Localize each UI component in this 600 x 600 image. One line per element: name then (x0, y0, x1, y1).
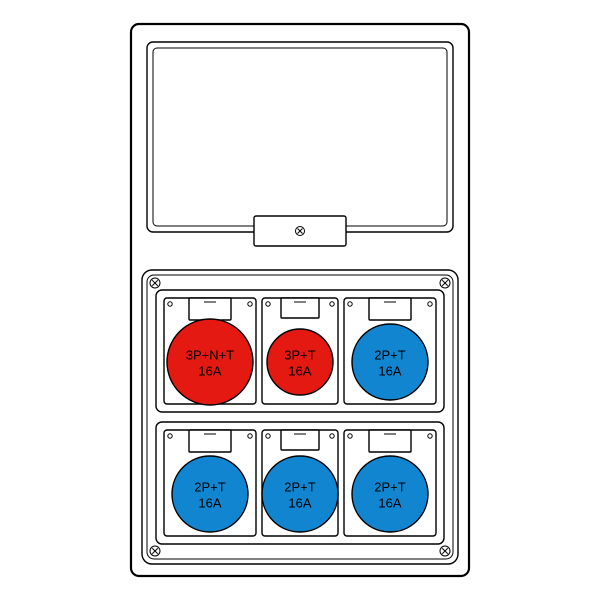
socket-s4: 2P+T16A (164, 430, 256, 536)
socket-flap-s6 (369, 430, 411, 452)
socket-label2-s5: 16A (288, 495, 311, 510)
socket-flap-s5 (281, 430, 319, 450)
socket-s6: 2P+T16A (344, 430, 436, 536)
socket-s3: 2P+T16A (344, 298, 436, 404)
socket-label2-s1: 16A (198, 363, 221, 378)
socket-label1-s5: 2P+T (284, 479, 315, 494)
socket-label2-s6: 16A (378, 495, 401, 510)
socket-flap-s4 (189, 430, 231, 452)
socket-label1-s1: 3P+N+T (186, 347, 234, 362)
socket-s2: 3P+T16A (262, 298, 338, 404)
socket-label2-s4: 16A (198, 495, 221, 510)
socket-flap-s3 (369, 298, 411, 320)
distribution-box-diagram: 3P+N+T16A3P+T16A2P+T16A2P+T16A2P+T16A2P+… (0, 0, 600, 600)
socket-label1-s6: 2P+T (374, 479, 405, 494)
socket-label2-s2: 16A (288, 363, 311, 378)
socket-label1-s2: 3P+T (284, 347, 315, 362)
socket-s5: 2P+T16A (262, 430, 338, 536)
socket-flap-s2 (281, 298, 319, 318)
socket-label1-s3: 2P+T (374, 347, 405, 362)
socket-label1-s4: 2P+T (194, 479, 225, 494)
socket-flap-s1 (189, 298, 231, 320)
socket-s1: 3P+N+T16A (164, 298, 256, 405)
upper-panel (147, 42, 453, 232)
socket-label2-s3: 16A (378, 363, 401, 378)
